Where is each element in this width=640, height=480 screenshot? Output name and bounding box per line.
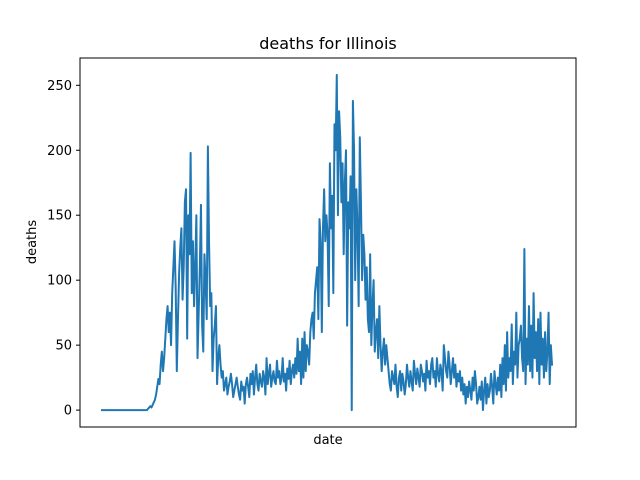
y-tick-label: 150 [47,209,72,224]
plot-area [101,73,554,412]
plot-frame [79,57,577,428]
y-tick-label: 50 [55,339,72,354]
y-axis-ticks: 0 50 100 150 200 250 [47,79,80,419]
y-tick-label: 0 [64,404,72,419]
x-axis-label: date [313,433,342,448]
y-tick-label: 250 [47,79,72,94]
y-tick-label: 100 [47,274,72,289]
y-axis-label: deaths [25,220,40,265]
series-line-0 [101,73,554,412]
chart-title: deaths for Illinois [259,34,397,53]
y-tick-label: 200 [47,144,72,159]
